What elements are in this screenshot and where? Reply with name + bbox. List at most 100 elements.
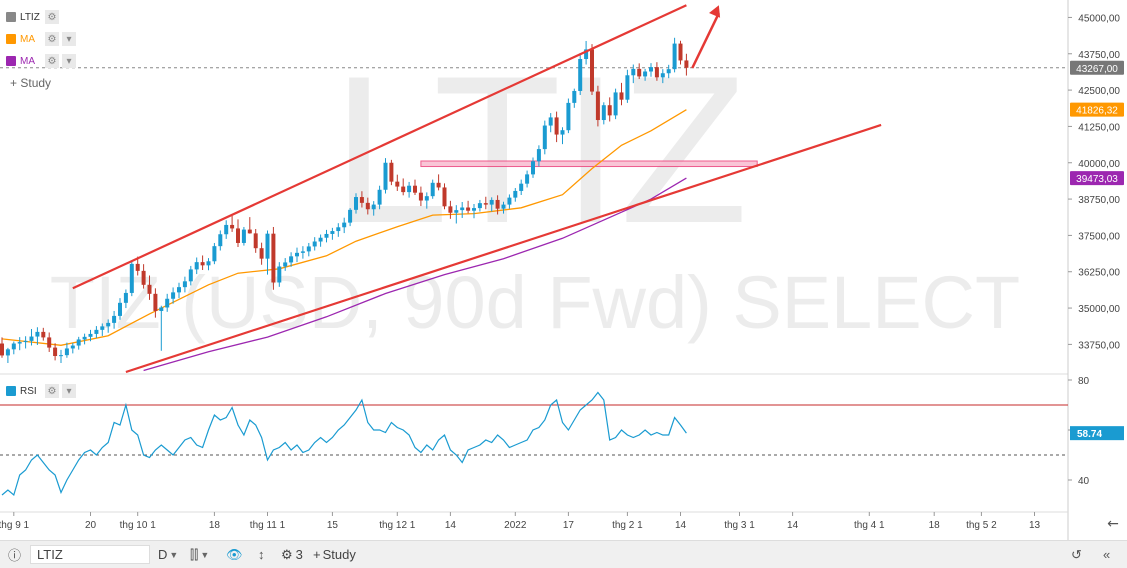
candle — [601, 102, 606, 125]
time-tick-label: 14 — [675, 520, 687, 531]
candle-body — [619, 92, 624, 100]
symbol-value: LTIZ — [37, 547, 63, 562]
candle-body — [177, 287, 181, 293]
candle — [684, 53, 689, 76]
candle — [147, 275, 152, 300]
candle — [224, 220, 229, 239]
legend-label-ma-slow: MA — [20, 55, 35, 67]
candle-body — [182, 281, 187, 288]
gear-icon[interactable]: ⚙ — [45, 384, 59, 398]
candle-body — [70, 345, 75, 349]
rsi-badge-bg — [1070, 426, 1124, 441]
candle — [572, 88, 577, 108]
gear-icon[interactable]: ⚙ — [45, 10, 59, 24]
candle-body — [283, 262, 288, 267]
candle — [436, 174, 441, 191]
chart-type-button[interactable]: ⫿⫿ ▼ — [190, 545, 209, 564]
candle-body — [519, 183, 524, 191]
candle-body — [123, 292, 128, 303]
candle — [418, 186, 423, 207]
candle-body — [300, 251, 305, 253]
chart-area[interactable]: LTIZ TIZ (USD, 90d Fwd) SELECT 45000,004… — [0, 0, 1127, 540]
legend-label-rsi: RSI — [20, 385, 37, 397]
candle — [513, 188, 518, 202]
chevron-down-icon[interactable]: ▾ — [62, 54, 76, 68]
candle — [289, 252, 294, 267]
candle — [548, 113, 553, 133]
candle — [460, 201, 465, 218]
price-tick-label: 35000,00 — [1078, 304, 1120, 315]
legend-row-ma-fast[interactable]: MA ⚙ ▾ — [6, 28, 76, 50]
symbol-input[interactable]: LTIZ — [30, 545, 150, 564]
rsi-legend[interactable]: RSI ⚙ ▾ — [6, 384, 76, 398]
resistance-zone-layer — [420, 160, 758, 168]
eye-icon[interactable]: 👁 — [226, 546, 243, 562]
add-study-button[interactable]: + Study — [6, 74, 56, 92]
candle — [472, 204, 476, 219]
resistance-zone — [420, 160, 758, 168]
info-icon[interactable]: ⓘ — [8, 548, 22, 563]
candle — [354, 193, 358, 214]
price-tick-label: 43750,00 — [1078, 50, 1120, 61]
candle-body — [371, 204, 376, 210]
chevron-down-icon[interactable]: ▾ — [62, 32, 76, 46]
candle-body — [17, 342, 22, 344]
add-study-toolbar-button[interactable]: + Study — [313, 545, 356, 564]
candle-body — [424, 196, 429, 201]
candle-body — [165, 298, 170, 308]
vertical-resize-icon[interactable]: ↕ — [258, 547, 265, 562]
candle-body — [5, 349, 10, 356]
candle-body — [247, 229, 252, 234]
candle — [625, 69, 630, 103]
candle-body — [531, 161, 535, 175]
scroll-left-arrow-icon[interactable]: ← — [1107, 516, 1119, 532]
candle-body — [460, 207, 465, 211]
candle — [200, 255, 205, 270]
ma-slow-line — [143, 177, 687, 372]
candle-body — [11, 343, 16, 350]
candle — [236, 219, 240, 248]
candle — [182, 276, 187, 293]
candle-body — [413, 185, 417, 193]
candle-body — [100, 326, 105, 330]
candle — [259, 242, 264, 265]
candle-body — [212, 246, 217, 262]
candle — [41, 327, 46, 341]
candle-body — [578, 58, 583, 91]
candle-body — [35, 331, 40, 337]
candle — [153, 288, 158, 318]
candle — [560, 127, 565, 145]
candle-body — [330, 231, 335, 234]
candle-body — [631, 68, 636, 76]
legend-row-ma-slow[interactable]: MA ⚙ ▾ — [6, 50, 76, 72]
candle — [135, 256, 140, 276]
candle-body — [135, 263, 140, 271]
legend-row-price[interactable]: LTIZ ⚙ — [6, 6, 76, 28]
indicators-button[interactable]: ⚙ 3 — [281, 545, 303, 564]
candle-body — [64, 348, 69, 356]
candle — [542, 120, 547, 155]
candle — [383, 158, 388, 194]
candle-body — [76, 339, 81, 346]
price-tick-label: 41250,00 — [1078, 122, 1120, 133]
gear-icon[interactable]: ⚙ — [45, 54, 59, 68]
candle-body — [483, 203, 488, 205]
candle — [29, 328, 34, 346]
chevron-down-icon[interactable]: ▾ — [62, 384, 76, 398]
candle — [318, 234, 323, 247]
reset-icon[interactable]: ↺ — [1071, 546, 1082, 562]
interval-select[interactable]: D ▼ — [158, 545, 178, 564]
candle-body — [271, 233, 276, 283]
candle — [495, 195, 500, 215]
candle — [342, 217, 347, 234]
candle-body — [613, 92, 618, 116]
candle — [649, 63, 653, 77]
candle-body — [265, 233, 270, 259]
candle-body — [401, 186, 406, 193]
candle-body — [430, 182, 435, 197]
collapse-icon[interactable]: « — [1103, 547, 1111, 562]
gear-icon[interactable]: ⚙ — [45, 32, 59, 46]
candle — [489, 197, 494, 212]
candle — [271, 226, 276, 290]
time-tick-label: 15 — [327, 520, 339, 531]
